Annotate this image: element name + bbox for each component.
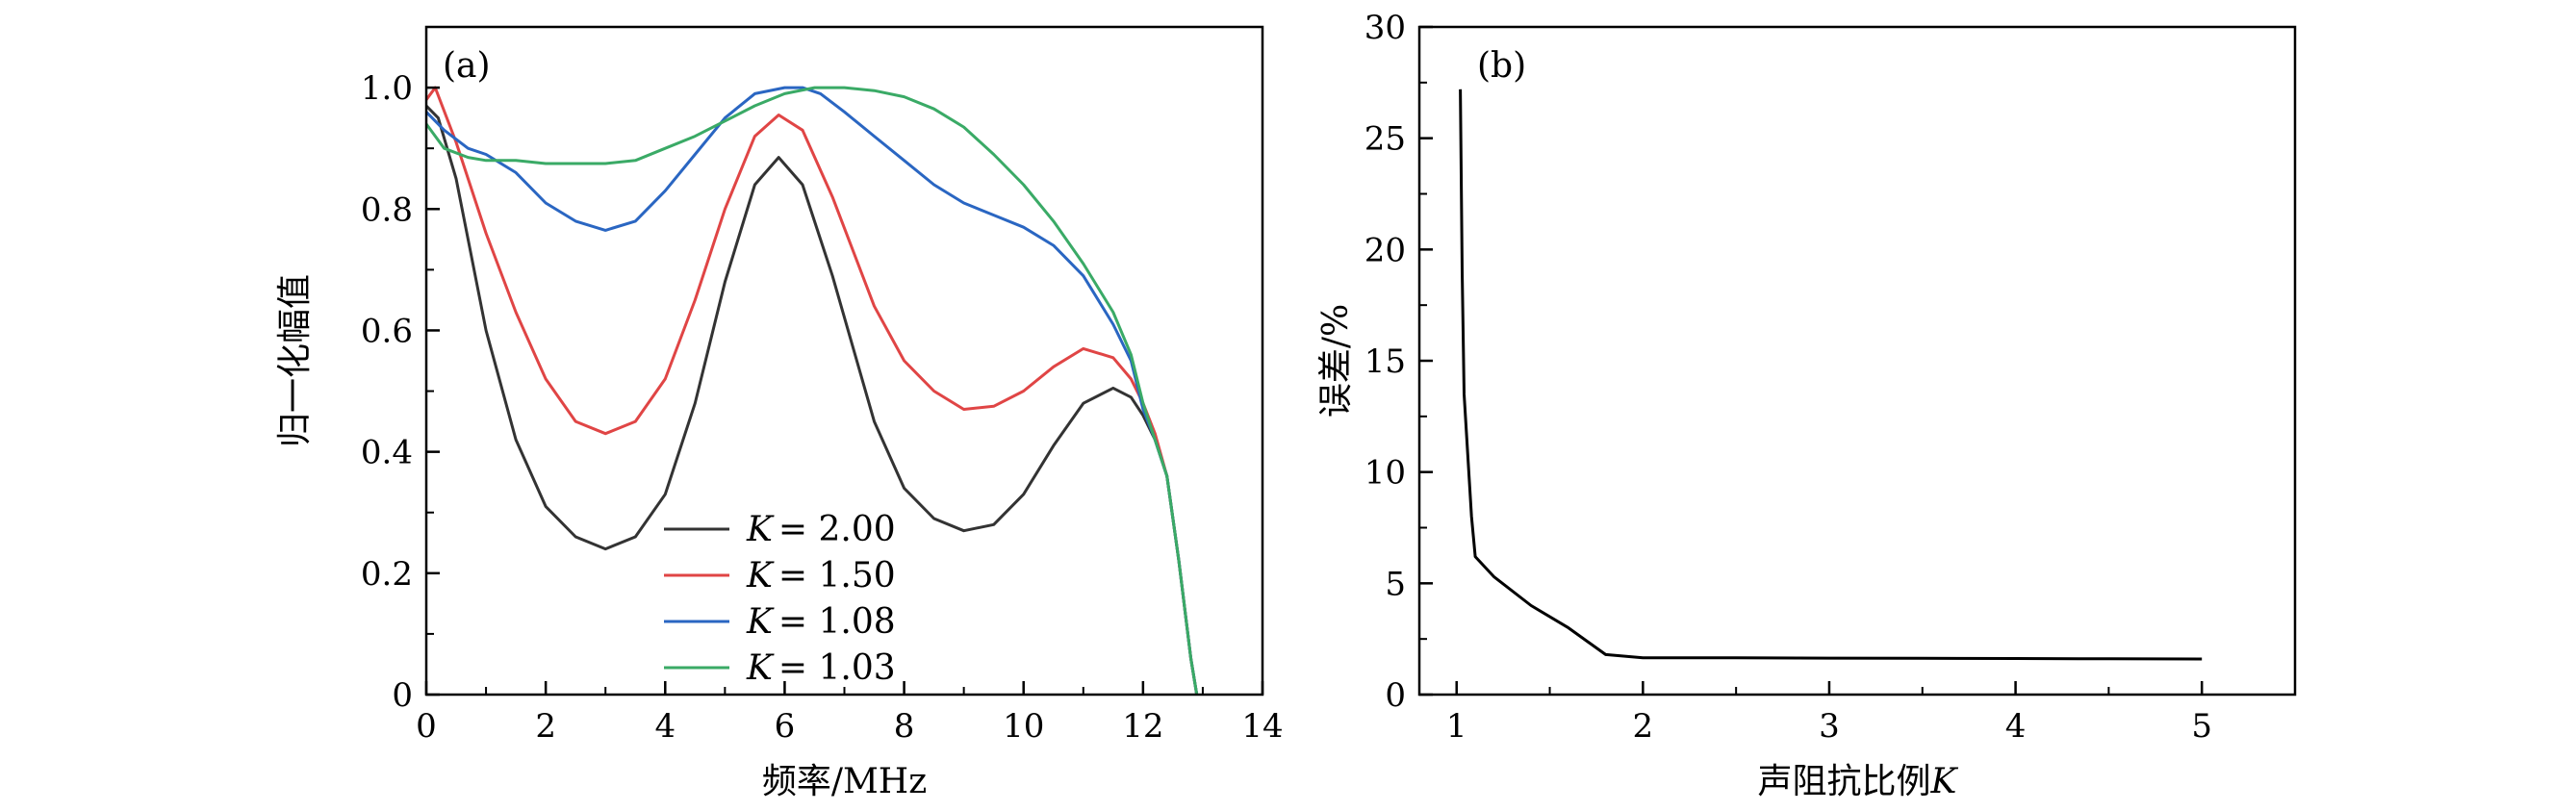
legend-var: K bbox=[746, 510, 775, 549]
y-tick-label: 0.6 bbox=[361, 312, 413, 350]
series-line-0 bbox=[426, 104, 1199, 695]
y-tick-label: 1.0 bbox=[361, 69, 413, 108]
x-tick-label: 0 bbox=[416, 707, 437, 746]
legend-label-3: K = 1.03 bbox=[746, 648, 896, 688]
legend-value: = 1.50 bbox=[778, 556, 896, 596]
x-tick-label: 2 bbox=[535, 707, 556, 746]
panel-b: 1 2 3 4 5 0 5 10 15 20 25 30 (b) 误差/% 声阻抗比例K bbox=[1316, 9, 2297, 801]
legend-label-0: K = 2.00 bbox=[746, 510, 896, 549]
panel-label: (a) bbox=[443, 46, 491, 86]
legend-var: K bbox=[746, 602, 775, 642]
legend-value: = 2.00 bbox=[778, 510, 896, 549]
y-tick-label: 25 bbox=[1365, 120, 1406, 159]
x-tick-label: 14 bbox=[1241, 707, 1283, 746]
x-axis-title: 声阻抗比例K bbox=[1758, 762, 1959, 801]
y-tick-label: 0 bbox=[1385, 676, 1406, 715]
x-tick-label: 4 bbox=[2005, 707, 2027, 746]
legend-var: K bbox=[746, 556, 775, 596]
legend-label-1: K = 1.50 bbox=[746, 556, 896, 596]
panel-label: (b) bbox=[1477, 46, 1526, 86]
y-tick-label: 0.4 bbox=[361, 434, 413, 472]
y-axis-title: 归一化幅值 bbox=[275, 274, 315, 447]
panel-a: 0 2 4 6 8 10 12 14 0 0.2 0.4 0.6 0.8 1.0 (a) 归一化幅值频率/MH… bbox=[275, 25, 1284, 801]
x-tick-label: 8 bbox=[894, 707, 915, 746]
x-tick-label: 1 bbox=[1446, 707, 1467, 746]
x-tick-label: 3 bbox=[1819, 707, 1840, 746]
legend-var: K bbox=[746, 648, 775, 688]
x-tick-label: 10 bbox=[1003, 707, 1044, 746]
y-tick-label: 0.2 bbox=[361, 555, 413, 594]
legend-label-2: K = 1.08 bbox=[746, 602, 896, 642]
y-tick-label: 0.8 bbox=[361, 190, 413, 229]
x-tick-label: 5 bbox=[2191, 707, 2212, 746]
plot-area bbox=[1459, 89, 2203, 661]
plot-area bbox=[426, 86, 1199, 695]
y-tick-label: 0 bbox=[392, 676, 413, 715]
x-tick-label: 6 bbox=[775, 707, 796, 746]
y-tick-label: 5 bbox=[1385, 565, 1406, 603]
legend-value: = 1.03 bbox=[778, 648, 896, 688]
y-tick-label: 30 bbox=[1365, 9, 1406, 47]
y-tick-label: 15 bbox=[1365, 342, 1406, 381]
series-line-2 bbox=[426, 86, 1199, 695]
x-axis-title-var: K bbox=[1930, 762, 1959, 801]
y-axis-title: 误差/% bbox=[1316, 304, 1356, 418]
x-axis-title-text: 声阻抗比例 bbox=[1758, 762, 1931, 801]
series-line-3 bbox=[426, 86, 1199, 695]
y-tick-label: 20 bbox=[1365, 231, 1406, 269]
legend-value: = 1.08 bbox=[778, 602, 896, 642]
series-line-0 bbox=[1459, 89, 2203, 661]
axes-frame bbox=[1417, 25, 2297, 697]
x-tick-label: 2 bbox=[1633, 707, 1654, 746]
y-tick-label: 10 bbox=[1365, 454, 1406, 493]
x-tick-label: 12 bbox=[1122, 707, 1163, 746]
x-tick-label: 4 bbox=[654, 707, 676, 746]
x-axis-title: 频率/MHz bbox=[762, 762, 927, 801]
